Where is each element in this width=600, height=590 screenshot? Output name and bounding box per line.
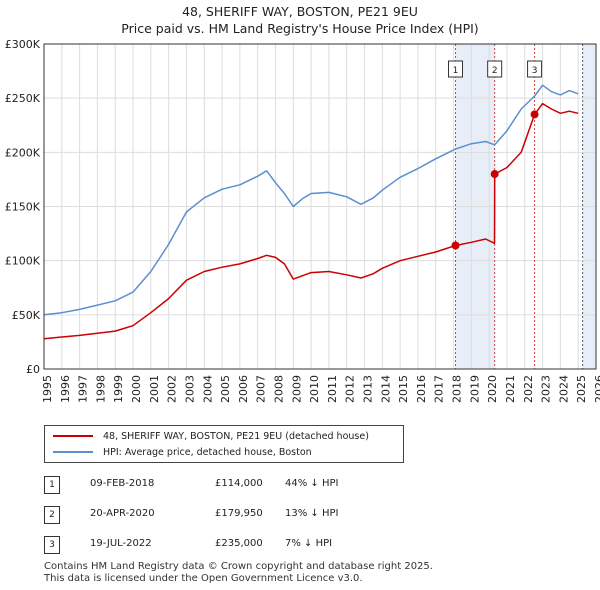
x-tick-label: 2003 [183, 375, 196, 403]
transaction-badge: 1 [44, 476, 60, 494]
price-chart: 1995 1996 1997 1998 1999 2000 2001 2002 2003 2004… [5, 38, 600, 403]
x-tick-label: 2021 [504, 375, 517, 403]
transaction-date: 09-FEB-2018 [90, 478, 155, 489]
x-tick-label: 2009 [290, 375, 303, 403]
legend-item-property: 48, SHERIFF WAY, BOSTON, PE21 9EU (detac… [53, 429, 369, 443]
transaction-label-box [527, 60, 543, 78]
hpi-line [43, 84, 579, 316]
x-tick-label: 2008 [272, 375, 285, 403]
transaction-hpi: 44% ↓ HPI [285, 478, 339, 489]
transaction-date: 19-JUL-2022 [90, 538, 152, 549]
footer-licence: This data is licensed under the Open Gov… [44, 573, 363, 584]
y-tick-label: £100K [5, 255, 41, 268]
x-tick-label: 2010 [308, 375, 321, 403]
transaction-label-box [487, 60, 503, 78]
legend-label-property: 48, SHERIFF WAY, BOSTON, PE21 9EU (detac… [103, 430, 369, 442]
footer-copyright: Contains HM Land Registry data © Crown c… [44, 561, 433, 572]
transaction-price: £179,950 [215, 508, 263, 519]
x-tick-label: 2026 [593, 375, 600, 403]
transaction-price: £114,000 [215, 478, 263, 489]
x-tick-label: 2001 [148, 375, 161, 403]
x-tick-label: 2011 [326, 375, 339, 403]
x-tick-label: 2016 [415, 375, 428, 403]
x-tick-label: 1998 [94, 375, 107, 403]
x-tick-label: 2005 [219, 375, 232, 403]
property-price-line [43, 102, 579, 340]
legend-item-hpi: HPI: Average price, detached house, Bost… [53, 445, 312, 459]
legend-label-hpi: HPI: Average price, detached house, Bost… [103, 446, 312, 458]
y-tick-label: £0 [26, 363, 40, 376]
y-tick-label: £250K [5, 92, 41, 105]
x-tick-label: 2015 [397, 375, 410, 403]
transaction-hpi: 7% ↓ HPI [285, 538, 333, 549]
transaction-point [451, 241, 460, 250]
x-tick-label: 2020 [486, 375, 499, 403]
transaction-badge: 3 [44, 536, 60, 554]
x-tick-label: 1999 [112, 375, 125, 403]
y-tick-label: £50K [12, 309, 41, 322]
x-tick-label: 2018 [451, 375, 464, 403]
x-tick-label: 2023 [540, 375, 553, 403]
transaction-point [530, 110, 539, 119]
transaction-hpi: 13% ↓ HPI [285, 508, 339, 519]
x-tick-label: 2019 [468, 375, 481, 403]
transaction-label: 2 [492, 66, 498, 76]
chart-legend: 48, SHERIFF WAY, BOSTON, PE21 9EU (detac… [44, 425, 404, 463]
transaction-label: 1 [453, 66, 459, 76]
x-tick-label: 1996 [59, 375, 72, 403]
x-tick-label: 2000 [130, 375, 143, 403]
transaction-label-box [448, 60, 464, 78]
x-tick-label: 2013 [362, 375, 375, 403]
transaction-badge: 2 [44, 506, 60, 524]
x-tick-label: 2004 [201, 375, 214, 403]
x-tick-label: 1995 [41, 375, 54, 403]
plot-border [43, 43, 597, 370]
legend-swatch-property [53, 435, 93, 437]
chart-title: 48, SHERIFF WAY, BOSTON, PE21 9EU [182, 4, 418, 19]
x-tick-label: 2014 [379, 375, 392, 403]
x-tick-label: 2002 [166, 375, 179, 403]
transaction-date: 20-APR-2020 [90, 508, 155, 519]
y-tick-label: £300K [5, 38, 41, 51]
transaction-point [490, 170, 499, 179]
x-tick-label: 2025 [575, 375, 588, 403]
transaction-row: 1 09-FEB-2018 £114,000 44% ↓ HPI [0, 476, 600, 496]
transaction-row: 3 19-JUL-2022 £235,000 7% ↓ HPI [0, 536, 600, 556]
y-tick-label: £150K [5, 201, 41, 214]
transaction-label: 3 [532, 66, 538, 76]
legend-swatch-hpi [53, 451, 93, 453]
x-tick-label: 2012 [344, 375, 357, 403]
x-tick-label: 2006 [237, 375, 250, 403]
x-tick-label: 2007 [255, 375, 268, 403]
y-tick-label: £200K [5, 146, 41, 159]
x-tick-label: 2022 [522, 375, 535, 403]
chart-subtitle: Price paid vs. HM Land Registry's House … [121, 21, 479, 36]
x-tick-label: 2017 [433, 375, 446, 403]
transaction-row: 2 20-APR-2020 £179,950 13% ↓ HPI [0, 506, 600, 526]
x-tick-label: 1997 [77, 375, 90, 403]
transaction-price: £235,000 [215, 538, 263, 549]
x-tick-label: 2024 [557, 375, 570, 403]
